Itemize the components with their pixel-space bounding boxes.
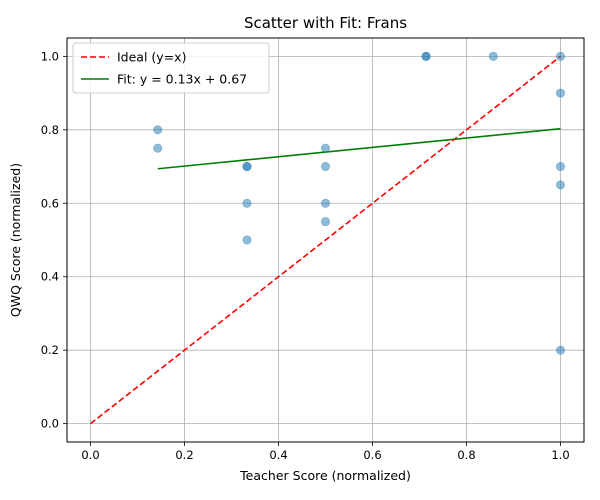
scatter-point <box>555 88 565 98</box>
scatter-point <box>242 235 252 245</box>
x-tick-label: 0.0 <box>81 448 99 462</box>
series-layer <box>90 55 561 425</box>
scatter-point <box>242 198 252 208</box>
scatter-point <box>242 162 252 172</box>
scatter-point <box>320 162 330 172</box>
data-points <box>153 51 565 355</box>
scatter-point <box>320 217 330 227</box>
x-tick-label: 0.8 <box>457 448 475 462</box>
scatter-point <box>555 162 565 172</box>
scatter-point <box>320 143 330 153</box>
x-axis-label: Teacher Score (normalized) <box>239 468 411 483</box>
plot-area-frame <box>66 37 585 443</box>
x-tick-label: 0.4 <box>269 448 287 462</box>
fit-line <box>157 127 561 170</box>
legend-fit-label: Fit: y = 0.13x + 0.67 <box>117 72 247 87</box>
ideal-line <box>90 55 561 425</box>
chart-title: Scatter with Fit: Frans <box>244 14 407 32</box>
legend-box <box>72 42 270 94</box>
scatter-point <box>320 198 330 208</box>
x-tick-label: 0.6 <box>363 448 381 462</box>
scatter-point <box>153 143 163 153</box>
scatter-point <box>555 345 565 355</box>
scatter-point <box>555 180 565 190</box>
y-tick-label: 0.0 <box>41 417 59 431</box>
scatter-point <box>421 51 431 61</box>
scatter-point <box>153 125 163 135</box>
y-tick-label: 0.8 <box>41 123 59 137</box>
axis-ticks: 0.0 0.2 0.4 0.6 0.8 1.0 0.0 0.2 0.4 0.6 0.8 1.0 <box>41 49 570 462</box>
x-tick-label: 0.2 <box>175 448 193 462</box>
y-tick-label: 1.0 <box>41 49 59 63</box>
x-tick-label: 1.0 <box>551 448 569 462</box>
y-axis-label: QWQ Score (normalized) <box>8 163 23 317</box>
y-tick-label: 0.2 <box>41 343 59 357</box>
legend: Ideal (y=x) Fit: y = 0.13x + 0.67 <box>72 42 270 94</box>
legend-ideal-label: Ideal (y=x) <box>117 50 186 65</box>
y-tick-label: 0.4 <box>41 270 59 284</box>
y-tick-label: 0.6 <box>41 196 59 210</box>
scatter-point <box>555 51 565 61</box>
scatter-point <box>488 51 498 61</box>
